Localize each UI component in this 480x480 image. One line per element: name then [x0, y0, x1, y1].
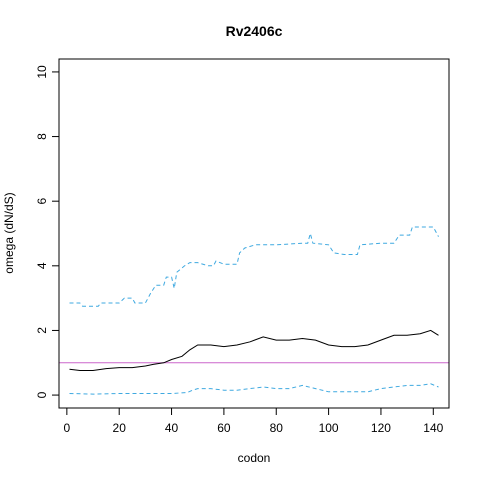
x-tick-label: 80 [270, 421, 284, 435]
y-tick-label: 2 [35, 327, 49, 334]
x-tick-label: 0 [64, 421, 71, 435]
series-line-lower [69, 383, 439, 395]
x-axis-label: codon [238, 451, 271, 465]
x-tick-label: 60 [217, 421, 231, 435]
x-tick-label: 40 [165, 421, 179, 435]
x-tick-label: 100 [319, 421, 339, 435]
y-tick-label: 0 [35, 391, 49, 398]
y-tick-label: 10 [35, 65, 49, 79]
chart-title: Rv2406c [226, 23, 283, 39]
plot-frame [58, 58, 450, 409]
y-tick-label: 8 [35, 133, 49, 140]
y-tick-label: 6 [35, 198, 49, 205]
y-tick-label: 4 [35, 262, 49, 269]
x-tick-label: 140 [423, 421, 443, 435]
y-axis-label: omega (dN/dS) [2, 192, 16, 273]
series-line-estimate [69, 329, 439, 371]
x-tick-label: 120 [371, 421, 391, 435]
x-axis: 0 20 40 60 80 100 120 140 [64, 407, 444, 435]
plot-area [58, 58, 450, 409]
series-line-upper [69, 226, 439, 307]
series-layer [69, 226, 439, 395]
y-axis: 0 2 4 6 8 10 [35, 65, 60, 398]
x-tick-label: 20 [113, 421, 127, 435]
